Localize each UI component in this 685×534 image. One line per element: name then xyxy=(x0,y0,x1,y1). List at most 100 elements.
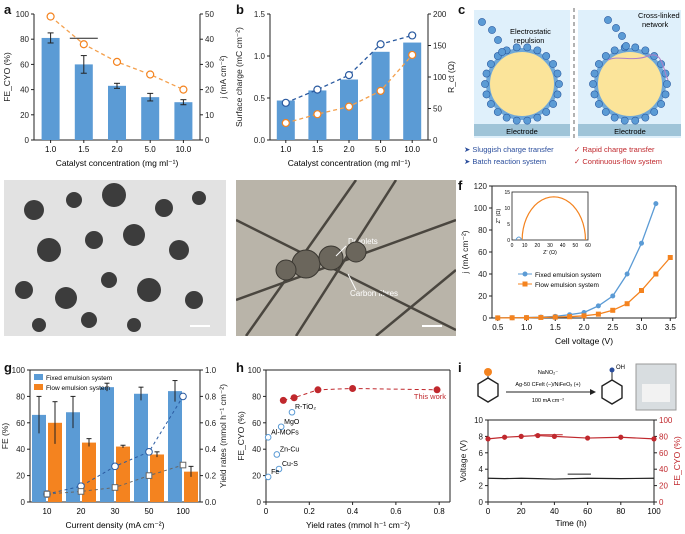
y-axis-label: FE_CYO (%) xyxy=(2,52,12,102)
y-tick-label: 0.5 xyxy=(254,94,266,103)
x-tick-label: 0.5 xyxy=(492,323,504,332)
literature-point xyxy=(264,434,272,441)
legend-marker xyxy=(522,271,528,277)
flow-point xyxy=(567,314,573,320)
panel-label-b: b xyxy=(236,2,244,17)
y-tick-label: 2 xyxy=(479,482,484,491)
bead xyxy=(610,46,619,55)
right-text-1: Cross-linked xyxy=(638,11,680,20)
droplets-image xyxy=(15,183,210,332)
left-droplet xyxy=(486,48,558,120)
bead xyxy=(533,113,542,122)
x-tick-label: 0.8 xyxy=(434,507,446,516)
x-tick-label: 3.0 xyxy=(636,323,648,332)
flow-point xyxy=(639,288,644,293)
bead xyxy=(650,108,659,116)
this-work-point xyxy=(290,394,298,402)
bead xyxy=(512,43,521,52)
legend-swatch xyxy=(34,384,43,390)
fe-point xyxy=(651,436,657,442)
reagent-2: Ag-50 CFelt (–)/NiFeOₓ (+) xyxy=(515,382,580,388)
bead xyxy=(523,43,532,52)
flow-point xyxy=(538,314,544,320)
schematic-c: Electrostatic repulsion Cross-linked net… xyxy=(464,8,681,166)
literature-label: R-TiO₂ xyxy=(295,404,316,411)
rct-point xyxy=(376,86,385,95)
panel-label-i: i xyxy=(458,360,462,375)
yield-point xyxy=(111,462,119,471)
nyquist-fixed xyxy=(515,236,523,241)
bead xyxy=(498,48,506,56)
flow-point xyxy=(653,271,659,277)
inset-y-tick-label: 15 xyxy=(504,190,510,196)
y2-tick-label: 0 xyxy=(659,498,664,507)
fe-point xyxy=(502,434,508,440)
bead xyxy=(481,80,489,88)
y-tick-label: 10 xyxy=(474,416,483,425)
chart-h: 0 20 40 60 80 100 0 0.2 0.4 0.6 0.8 MgO R-TiO₂ Al-MOF… xyxy=(236,366,451,530)
y2-tick-label: 150 xyxy=(433,42,447,51)
droplet xyxy=(15,281,33,299)
bead xyxy=(610,113,619,122)
droplet xyxy=(137,278,161,302)
x-tick-label: 1.5 xyxy=(550,323,562,332)
y-tick-label: 1.0 xyxy=(254,52,266,61)
rct-point xyxy=(408,31,417,40)
fixed-point xyxy=(610,293,616,299)
y-axis-label: FE_CYO (%) xyxy=(236,411,246,461)
x-axis-label: Yield rates (mmol h⁻¹ cm⁻²) xyxy=(306,520,410,530)
fixed-fe-bar xyxy=(134,393,148,502)
panel-label-c: c xyxy=(458,2,466,17)
rct-point xyxy=(281,118,290,128)
reactant-ring xyxy=(477,377,499,403)
x-axis-label: Time (h) xyxy=(555,518,586,528)
fit-line xyxy=(285,34,413,104)
y2-tick-label: 50 xyxy=(205,10,214,19)
x-tick-label: 60 xyxy=(583,507,592,516)
literature-label: Zn-Cu xyxy=(280,446,300,453)
flow-fe-bar xyxy=(116,446,130,502)
y2-axis-label: j (mA cm⁻²) xyxy=(218,55,228,99)
rct-point xyxy=(344,71,354,80)
bead xyxy=(631,43,640,52)
voltage-line xyxy=(487,477,655,480)
bead xyxy=(482,90,491,99)
inset-x-tick-label: 60 xyxy=(585,243,591,249)
fe-point xyxy=(618,434,624,440)
flow-point xyxy=(595,311,601,317)
literature-label: MgO xyxy=(284,419,300,426)
legend-label: Fixed emulsion system xyxy=(535,272,601,279)
x-tick-label: 1.0 xyxy=(280,145,292,154)
current-density-point xyxy=(112,57,122,66)
y-tick-label: 0 xyxy=(21,498,26,507)
nyquist-flow xyxy=(521,196,587,241)
bead xyxy=(589,80,597,88)
bead xyxy=(594,60,603,68)
bead xyxy=(622,42,630,50)
y2-tick-label: 20 xyxy=(659,482,668,491)
bead xyxy=(486,100,495,108)
y2-tick-label: 0.2 xyxy=(205,472,217,481)
this-work-point xyxy=(349,384,357,392)
y-axis-label: Voltage (V) xyxy=(458,440,468,482)
legend-label: Flow emulsion system xyxy=(535,282,599,289)
x-tick-label: 10.0 xyxy=(176,145,192,154)
y2-tick-label: 100 xyxy=(659,416,673,425)
bead xyxy=(601,52,610,60)
x-tick-label: 2.0 xyxy=(578,323,590,332)
droplet xyxy=(24,200,44,220)
y2-tick-label: 10 xyxy=(205,111,214,120)
x-tick-label: 30 xyxy=(111,507,120,516)
chart-b: 0.0 0.5 1.0 1.5 0 50 100 150 200 1.0 1.5 2.0 5.0 10.0… xyxy=(234,10,456,168)
right-bullet-2: ✓ Continuous-flow system xyxy=(574,157,662,166)
droplet xyxy=(55,287,77,309)
y-tick-label: 40 xyxy=(252,445,261,454)
droplet xyxy=(192,191,206,205)
fe-line xyxy=(487,434,655,440)
legend-swatch xyxy=(34,374,43,380)
bead xyxy=(618,32,626,40)
literature-point xyxy=(277,423,285,431)
y-tick-label: 120 xyxy=(474,182,488,191)
current-density-point xyxy=(79,40,88,49)
y2-tick-label: 0.6 xyxy=(205,419,217,428)
